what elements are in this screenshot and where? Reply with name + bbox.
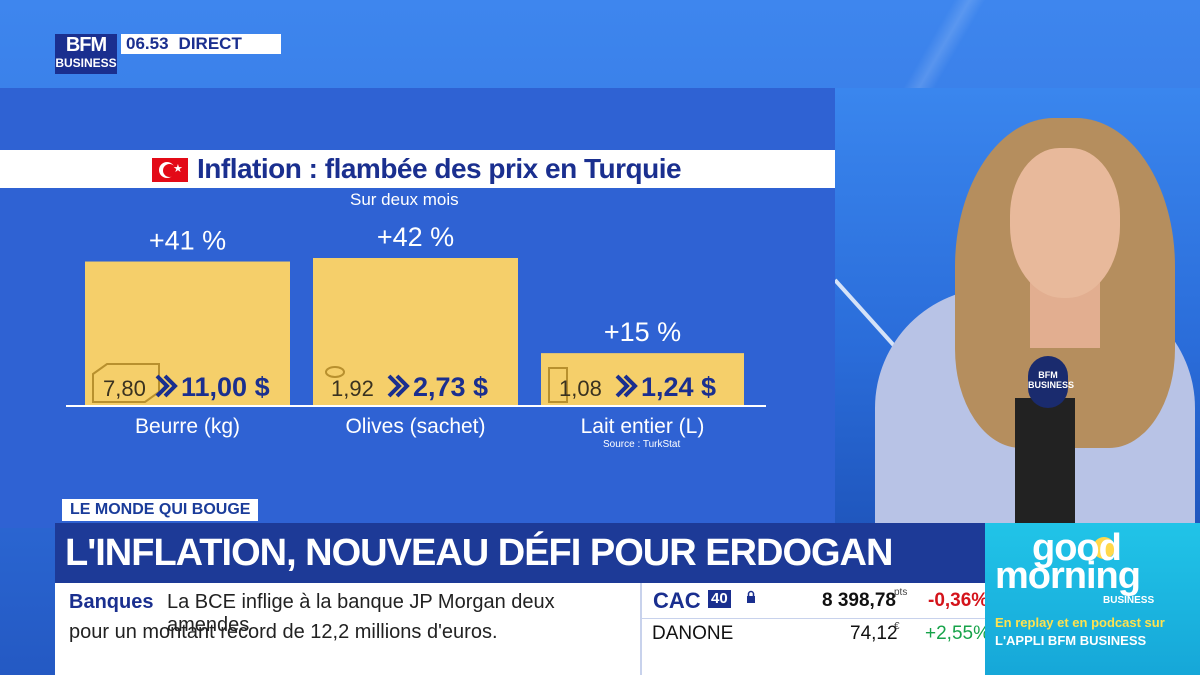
chart-subtitle: Sur deux mois (350, 190, 459, 209)
chart-title-bar: ★ Inflation : flambée des prix en Turqui… (0, 150, 835, 188)
bar (541, 353, 744, 406)
news-ticker: Banques La BCE inflige à la banque JP Mo… (55, 583, 640, 675)
index-change: -0,36% (928, 590, 989, 611)
bar-value-label: +15 % (604, 317, 681, 347)
index-value: 8 398,78 (822, 590, 896, 611)
promo-business: BUSINESS (1103, 595, 1155, 606)
arrow-icon (155, 374, 178, 398)
good-morning-promo: good morning BUSINESS En replay et en po… (985, 523, 1200, 675)
category-label: Olives (sachet) (345, 415, 485, 438)
news-line1: La BCE inflige à la banque JP Morgan deu… (167, 591, 555, 636)
stock-name: DANONE (652, 623, 734, 644)
promo-morning: morning (995, 555, 1141, 597)
chart-source: Source : TurkStat (603, 439, 681, 450)
price-after: 2,73 $ (413, 372, 488, 402)
bar-value-label: +42 % (377, 222, 454, 252)
index-label: CAC (653, 588, 701, 613)
live-label: DIRECT (178, 34, 242, 53)
channel-logo: BFM BUSINESS (55, 34, 117, 74)
arrow-icon (615, 374, 638, 398)
section-tag: LE MONDE QUI BOUGE (62, 499, 259, 521)
promo-app: L'APPLI BFM BUSINESS (995, 633, 1147, 648)
index-unit: pts (894, 587, 908, 598)
price-after: 1,24 $ (641, 372, 716, 402)
lock-icon (747, 590, 755, 603)
presenter-face (1010, 148, 1120, 298)
arrow-icon (387, 374, 410, 398)
bar-value-label: +41 % (149, 226, 226, 256)
chart-title: Inflation : flambée des prix en Turquie (197, 153, 682, 184)
stock-value: 74,12 (850, 623, 898, 644)
presenter-area: BFM BUSINESS (835, 88, 1200, 528)
news-category: Banques (69, 591, 154, 613)
sun-icon (1093, 537, 1115, 559)
mic-label: BFM BUSINESS (1028, 370, 1075, 390)
stock-unit: € (894, 621, 900, 632)
bar (85, 261, 290, 406)
price-before: 1,08 (559, 376, 602, 401)
price-before: 7,80 (103, 376, 146, 401)
promo-good: good (1032, 527, 1122, 569)
index-badge: 40 (708, 590, 731, 608)
price-after: 11,00 $ (181, 372, 270, 402)
news-line2: pour un montant record de 12,2 millions … (69, 621, 498, 643)
logo-line2: BUSINESS (55, 56, 117, 70)
bar (313, 258, 518, 406)
microphone-icon: BFM BUSINESS (1028, 356, 1074, 408)
turkey-flag-icon: ★ (152, 158, 188, 182)
chart-panel: ★ Inflation : flambée des prix en Turqui… (0, 88, 835, 528)
category-label: Lait entier (L) (581, 415, 705, 438)
headline: L'INFLATION, NOUVEAU DÉFI POUR ERDOGAN (65, 532, 893, 574)
divider (642, 618, 985, 619)
promo-replay: En replay et en podcast sur (995, 615, 1165, 630)
price-before: 1,92 (331, 376, 374, 401)
bar-chart: +41 % Beurre (kg) 7,80 11,00 $ +42 % Olives (… (66, 222, 766, 438)
clock-time: 06.53 (126, 34, 169, 53)
milk-icon (548, 367, 568, 403)
market-ticker: CAC 40 8 398,78 pts -0,36% DANONE 74,12 … (640, 583, 990, 675)
logo-line1: BFM (65, 34, 107, 56)
category-label: Beurre (kg) (135, 415, 240, 438)
headline-bar: L'INFLATION, NOUVEAU DÉFI POUR ERDOGAN (55, 523, 985, 583)
mic-stand (1045, 398, 1051, 528)
olive-icon (325, 366, 345, 378)
stock-change: +2,55% (925, 623, 990, 644)
clock-badge: 06.53 DIRECT (121, 34, 281, 54)
